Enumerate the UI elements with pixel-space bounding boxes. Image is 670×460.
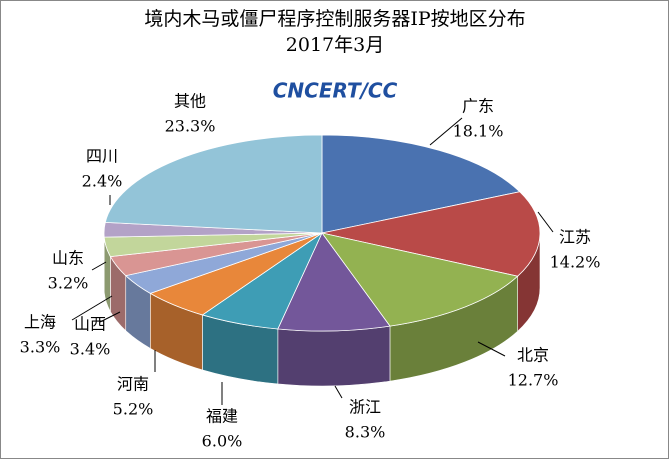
slice-value-label: 23.3% [165, 117, 216, 136]
pie-slice [321, 232, 519, 327]
slice-label: 广东 [462, 97, 494, 116]
slice-label: 河南 [117, 375, 149, 394]
slice-label: 福建 [206, 407, 238, 426]
slice-value-label: 6.0% [202, 432, 243, 451]
chart-title: 境内木马或僵尸程序控制服务器IP按地区分布 [144, 8, 525, 30]
slice-value-label: 12.7% [508, 371, 559, 390]
pie-slice [321, 191, 541, 277]
pie-slice [104, 134, 323, 234]
leader-line [429, 117, 463, 146]
slice-value-label: 3.4% [70, 340, 111, 359]
slice-value-label: 5.2% [113, 400, 154, 419]
chart-subtitle: 2017年3月 [286, 34, 384, 56]
slice-label: 四川 [86, 147, 118, 166]
slice-value-label: 3.3% [20, 338, 61, 357]
slice-value-label: 18.1% [453, 122, 504, 141]
slice-label: 其他 [174, 92, 206, 111]
leader-line [91, 261, 107, 271]
leader-line [477, 341, 506, 357]
logo: CNCERT/CC [273, 79, 398, 103]
leader-line [99, 311, 121, 323]
slice-label: 浙江 [349, 398, 381, 417]
slice-label: 山东 [52, 249, 84, 268]
slice-value-label: 8.3% [345, 423, 386, 442]
pie-slice [321, 134, 521, 234]
slice-value-label: 14.2% [550, 253, 601, 272]
slice-value-label: 3.2% [48, 274, 89, 293]
leader-line [537, 211, 554, 233]
leader-line [334, 385, 343, 399]
slice-label: 山西 [74, 315, 106, 334]
pie-slice-side [277, 325, 391, 387]
pie-slice [277, 232, 391, 332]
leader-line [71, 295, 113, 321]
slice-value-label: 2.4% [82, 172, 123, 191]
slice-label: 上海 [24, 313, 56, 332]
slice-label: 北京 [517, 346, 549, 365]
slice-label: 江苏 [559, 228, 591, 247]
